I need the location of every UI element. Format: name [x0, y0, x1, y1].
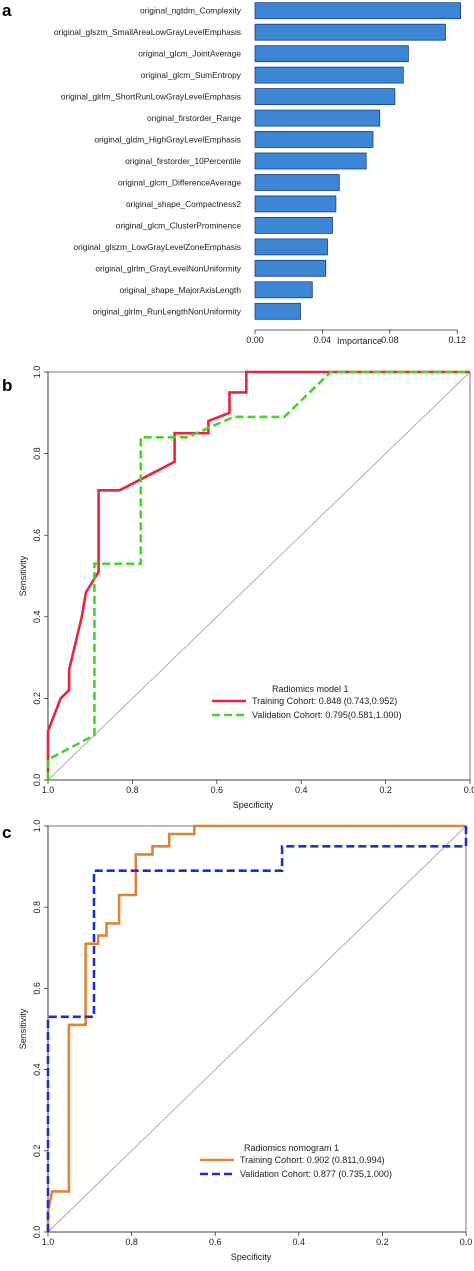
bar-category-label: original_firstorder_Range: [147, 113, 241, 123]
importance-bar: [254, 45, 409, 63]
bar-category-label: original_ngtdm_Complexity: [140, 6, 242, 16]
x-tick-label: 0.12: [448, 335, 466, 345]
panel-letter-b: b: [2, 376, 12, 395]
reference-diagonal-line: [47, 825, 467, 1233]
y-tick-label: 0.4: [32, 611, 42, 624]
y-tick-label: 0.0: [32, 774, 42, 787]
bar-category-label: original_glszm_LowGrayLevelZoneEmphasis: [73, 242, 241, 252]
bar-category-label: original_gldm_HighGrayLevelEmphasis: [94, 135, 241, 145]
x-tick-label: 0.00: [246, 335, 264, 345]
bar-category-label: original_shape_Compactness2: [126, 199, 241, 209]
legend-title: Radiomics nomogram 1: [244, 1143, 339, 1153]
x-tick-label: 0.6: [209, 1237, 222, 1247]
importance-bar: [254, 259, 327, 277]
importance-bar: [254, 281, 313, 299]
x-axis-title: Specificity: [231, 1252, 272, 1262]
x-tick-label: 1.0: [42, 1237, 55, 1247]
importance-bar: [254, 174, 340, 191]
x-tick-label: 1.0: [42, 785, 55, 795]
bar-category-label: original_shape_MajorAxisLength: [119, 285, 241, 295]
bar-category-label: original_glrlm_ShortRunLowGrayLevelEmpha…: [61, 92, 241, 102]
importance-bar: [254, 109, 381, 127]
bar-category-label: original_glcm_ClusterProminence: [116, 220, 242, 230]
importance-bar: [254, 66, 404, 84]
x-tick-label: 0.8: [125, 1237, 138, 1247]
legend-entry-label: Validation Cohort: 0.795(0.581,1.000): [252, 710, 401, 720]
importance-bar: [254, 152, 367, 170]
y-tick-label: 0.8: [32, 901, 42, 914]
panel-letter-a: a: [2, 1, 12, 20]
x-tick-label: 0.0: [460, 1237, 473, 1247]
bar-category-label: original_glcm_JointAverage: [138, 49, 241, 59]
reference-diagonal-line: [47, 371, 471, 781]
x-tick-label: 0.04: [314, 335, 332, 345]
importance-bar: [254, 23, 446, 41]
y-tick-label: 0.6: [32, 982, 42, 995]
validation-roc-curve: [46, 826, 468, 1232]
feature-importance-chart: original_ngtdm_Complexity original_glszm_…: [54, 2, 466, 346]
y-tick-label: 0.2: [32, 1145, 42, 1158]
bar-category-label: original_glszm_SmallAreaLowGrayLevelEmph…: [54, 27, 241, 37]
importance-bar: [254, 2, 462, 20]
roc-chart-model: 1.0 0.8 0.6 0.4 0.2 0.0 Specificity 0.0 0.2 0.4 0.…: [18, 366, 474, 810]
panel-letter-c: c: [2, 823, 11, 842]
training-roc-curve: [46, 370, 470, 780]
x-tick-label: 0.6: [211, 785, 224, 795]
x-tick-label: 0.4: [293, 1237, 306, 1247]
bar-category-label: original_glcm_DifferenceAverage: [118, 178, 241, 188]
x-tick-label: 0.8: [126, 785, 139, 795]
x-tick-label: 0.4: [295, 785, 308, 795]
bar-category-label: original_glcm_SumEntropy: [141, 70, 242, 80]
y-axis-title: Sensitivity: [18, 1008, 28, 1049]
y-tick-label: 0.4: [32, 1063, 42, 1076]
legend-entry-label: Training Cohort: 0.848 (0.743,0.952): [252, 696, 397, 706]
legend-entry-label: Validation Cohort: 0.877 (0.735,1.000): [240, 1169, 392, 1179]
y-tick-label: 1.0: [32, 366, 42, 379]
y-axis-title: Sensitivity: [18, 555, 28, 596]
importance-bar: [254, 88, 396, 105]
importance-bar: [254, 302, 301, 320]
bar-category-label: original_glrlm_GrayLevelNonUniformity: [95, 263, 241, 273]
y-tick-label: 0.0: [32, 1226, 42, 1239]
validation-roc-curve: [46, 370, 470, 780]
y-tick-label: 0.2: [32, 692, 42, 705]
importance-bar: [254, 195, 337, 213]
bar-category-label: original_glrlm_RunLengthNonUniformity: [93, 306, 242, 316]
bar-category-label: original_firstorder_10Percentile: [125, 156, 241, 166]
training-roc-curve: [46, 824, 466, 1232]
x-tick-label: 0.2: [376, 1237, 389, 1247]
x-tick-label: 0.08: [381, 335, 399, 345]
y-tick-label: 0.8: [32, 447, 42, 460]
y-tick-label: 0.6: [32, 529, 42, 542]
x-axis-title: Importance: [337, 336, 382, 346]
legend-entry-label: Training Cohort: 0.902 (0.811,0.994): [240, 1155, 385, 1165]
x-axis-title: Specificity: [233, 800, 274, 810]
importance-bar: [254, 216, 333, 234]
x-tick-label: 0.2: [379, 785, 392, 795]
roc-chart-nomogram: 1.0 0.8 0.6 0.4 0.2 0.0 Specificity 0.0 0.2 0.4 0.…: [18, 820, 472, 1262]
legend-title: Radiomics model 1: [272, 684, 349, 694]
x-tick-label: 0.0: [464, 785, 474, 795]
importance-bar: [254, 131, 374, 148]
importance-bar: [254, 238, 328, 256]
y-tick-label: 1.0: [32, 820, 42, 833]
